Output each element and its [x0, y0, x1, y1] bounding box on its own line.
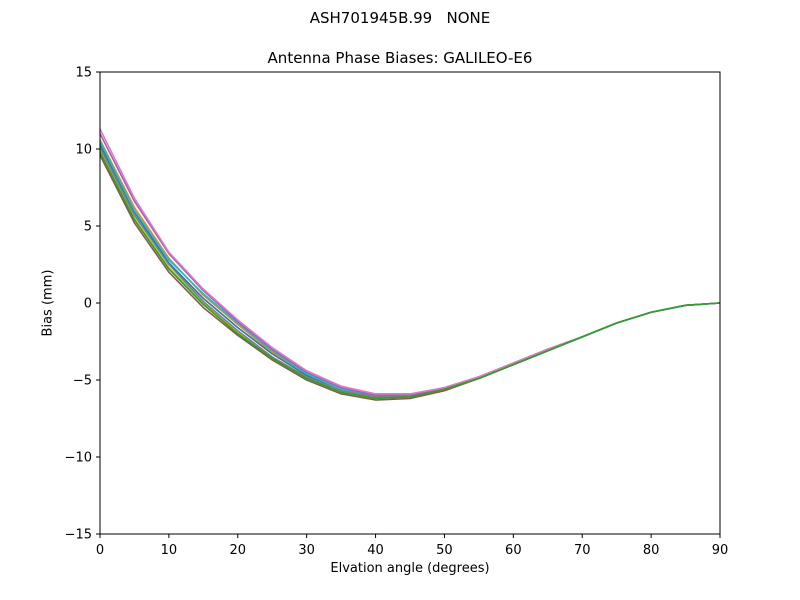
y-axis-ticks: −15 −10 −5 0 5 10 15: [65, 66, 100, 543]
x-tick-label: 80: [643, 543, 660, 558]
y-axis-label: Bias (mm): [40, 269, 56, 337]
y-tick-label: −15: [65, 528, 92, 543]
y-tick-label: −5: [73, 374, 92, 389]
x-tick-label: 0: [96, 543, 104, 558]
x-tick-label: 30: [298, 543, 315, 558]
plot-frame: [99, 71, 721, 535]
y-tick-label: 10: [75, 143, 92, 158]
x-axis-ticks: 0 10 20 30 40 50 60 70 80 90: [96, 534, 728, 558]
y-tick-label: 15: [75, 66, 92, 81]
y-tick-label: 0: [84, 297, 92, 312]
series-line-9: [99, 151, 721, 400]
chart-title: Antenna Phase Biases: GALILEO-E6: [267, 49, 533, 67]
y-tick-label: 5: [84, 220, 92, 235]
x-tick-label: 50: [436, 543, 453, 558]
y-tick-label: −10: [65, 451, 92, 466]
x-tick-label: 40: [367, 543, 384, 558]
x-tick-label: 90: [712, 543, 729, 558]
x-tick-label: 70: [574, 543, 591, 558]
x-axis-label: Elvation angle (degrees): [330, 561, 490, 576]
x-tick-label: 10: [161, 543, 178, 558]
series-lines: [99, 128, 721, 401]
x-tick-label: 20: [230, 543, 247, 558]
x-tick-label: 60: [505, 543, 522, 558]
series-line-8: [99, 147, 721, 398]
series-line-6: [99, 133, 721, 397]
series-line-5: [99, 140, 721, 397]
series-line-2: [99, 150, 721, 400]
series-line-3: [99, 144, 721, 398]
series-line-4: [99, 139, 721, 397]
figure-suptitle: ASH701945B.99 NONE: [309, 9, 491, 27]
series-line-7: [99, 128, 721, 395]
